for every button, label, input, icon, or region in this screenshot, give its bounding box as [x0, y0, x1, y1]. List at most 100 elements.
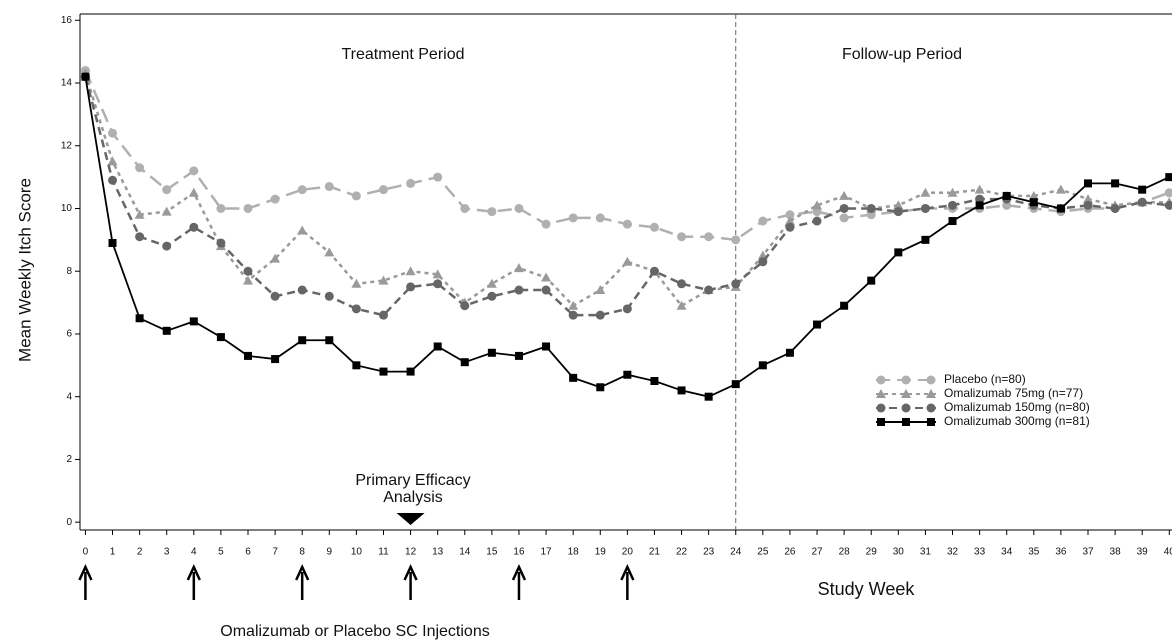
marker — [487, 291, 497, 301]
marker — [297, 185, 307, 195]
marker — [379, 367, 388, 376]
annotation: Omalizumab or Placebo SC Injections — [220, 623, 489, 640]
marker — [432, 269, 443, 279]
marker — [135, 163, 145, 173]
marker — [623, 370, 632, 379]
marker — [1137, 197, 1147, 207]
legend-marker — [901, 375, 911, 385]
marker — [325, 336, 334, 345]
marker — [1165, 173, 1172, 182]
x-tick-label: 24 — [730, 547, 742, 558]
marker — [677, 232, 687, 242]
marker — [569, 373, 578, 382]
marker — [351, 304, 361, 314]
marker — [595, 285, 606, 295]
y-tick-label: 8 — [66, 266, 72, 277]
x-tick-label: 8 — [299, 547, 305, 558]
x-tick-label: 28 — [839, 547, 851, 558]
marker — [649, 266, 659, 276]
x-tick-label: 0 — [83, 547, 89, 558]
marker — [893, 200, 904, 210]
x-tick-label: 4 — [191, 547, 197, 558]
marker — [920, 187, 931, 197]
series-line — [84, 73, 1170, 308]
x-tick-label: 30 — [893, 547, 905, 558]
marker — [866, 210, 876, 220]
marker — [81, 72, 90, 81]
marker — [622, 304, 632, 314]
marker — [378, 185, 388, 195]
x-tick-label: 14 — [459, 547, 471, 558]
legend-marker — [927, 418, 935, 426]
marker — [1055, 184, 1066, 194]
x-tick-label: 13 — [432, 547, 444, 558]
x-tick-label: 36 — [1055, 547, 1067, 558]
y-tick-label: 14 — [61, 78, 73, 89]
x-tick-label: 38 — [1110, 547, 1122, 558]
marker — [676, 300, 687, 310]
marker — [134, 209, 145, 219]
marker — [948, 200, 958, 210]
marker — [460, 203, 470, 213]
marker — [189, 166, 199, 176]
marker — [460, 358, 469, 367]
x-tick-label: 7 — [272, 547, 278, 558]
marker — [135, 314, 144, 323]
marker — [974, 184, 985, 194]
marker — [894, 248, 903, 257]
marker — [324, 247, 335, 257]
injection-arrow — [295, 564, 310, 600]
marker — [541, 285, 551, 295]
marker — [649, 222, 659, 232]
x-tick-label: 5 — [218, 547, 224, 558]
marker — [595, 310, 605, 320]
marker — [1164, 200, 1172, 210]
marker — [216, 203, 226, 213]
marker — [758, 361, 767, 370]
marker — [243, 266, 253, 276]
legend-marker — [926, 403, 936, 413]
marker — [270, 253, 281, 263]
legend-marker — [876, 403, 886, 413]
marker — [298, 336, 307, 345]
x-tick-label: 39 — [1137, 547, 1149, 558]
marker — [1002, 200, 1012, 210]
x-tick-label: 2 — [137, 547, 143, 558]
marker — [784, 216, 795, 226]
x-tick-label: 25 — [757, 547, 769, 558]
x-axis-label: Study Week — [818, 579, 916, 599]
marker — [405, 266, 416, 276]
marker — [189, 317, 198, 326]
annotation: Primary Efficacy — [355, 472, 470, 489]
marker — [839, 213, 849, 223]
marker — [812, 207, 822, 217]
marker — [514, 351, 523, 360]
marker — [324, 182, 334, 192]
x-tick-label: 6 — [245, 547, 251, 558]
marker — [135, 232, 145, 242]
x-tick-label: 17 — [541, 547, 553, 558]
legend-label: Omalizumab 150mg (n=80) — [944, 400, 1090, 414]
marker — [785, 222, 795, 232]
marker — [813, 320, 822, 329]
injection-arrow — [186, 564, 201, 600]
legend-marker — [876, 375, 886, 385]
marker — [758, 257, 768, 267]
injection-arrow — [78, 564, 93, 600]
marker — [541, 219, 551, 229]
marker — [704, 392, 713, 401]
marker — [839, 203, 849, 213]
x-tick-label: 22 — [676, 547, 688, 558]
legend-marker — [877, 418, 885, 426]
marker — [108, 128, 118, 138]
marker — [1138, 185, 1147, 194]
y-axis-label: Mean Weekly Itch Score — [15, 178, 34, 362]
marker — [866, 203, 876, 213]
marker — [513, 263, 524, 273]
x-tick-label: 12 — [405, 547, 417, 558]
marker — [352, 361, 361, 370]
marker — [487, 348, 496, 357]
x-tick-label: 40 — [1164, 547, 1172, 558]
marker — [812, 200, 823, 210]
marker — [487, 207, 497, 217]
